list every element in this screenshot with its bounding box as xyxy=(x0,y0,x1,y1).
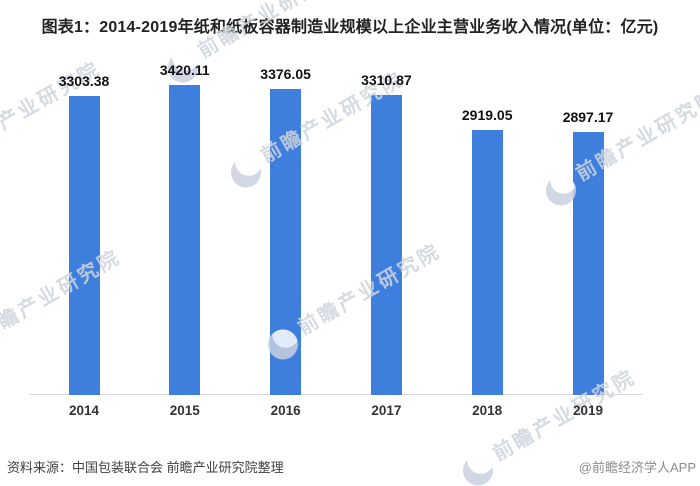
watermark-subtext: · · · · · · · · · · · · · · xyxy=(205,11,299,69)
bar-2014 xyxy=(68,96,100,395)
bar-value-label: 3303.38 xyxy=(58,73,110,89)
x-axis-line xyxy=(30,394,642,395)
x-axis-label: 2014 xyxy=(68,403,100,418)
bar-value-label: 2919.05 xyxy=(461,107,513,123)
x-axis-label: 2018 xyxy=(472,403,503,418)
x-axis-label: 2015 xyxy=(169,403,200,418)
source-text: 资料来源：中国包装联合会 前瞻产业研究院整理 xyxy=(7,460,284,475)
bar-2018 xyxy=(471,130,503,395)
chart-title: 图表1：2014-2019年纸和纸板容器制造业规模以上企业主营业务收入情况(单位… xyxy=(41,19,659,36)
watermark: 前瞻产业研究院· · · · · · · · · · · · · · xyxy=(0,246,129,371)
bar-2019 xyxy=(572,132,604,395)
x-axis-label: 2016 xyxy=(270,403,301,418)
bar-2016 xyxy=(270,89,302,395)
credit-text: @前瞻经济学人APP xyxy=(578,460,696,475)
watermark-subtext: · · · · · · · · · · · · · · xyxy=(0,294,79,351)
x-axis-label: 2019 xyxy=(572,403,604,418)
bar-value-label: 2897.17 xyxy=(562,109,614,125)
bar-2015 xyxy=(169,85,201,395)
qianzhan-logo-icon xyxy=(457,450,499,486)
x-axis-label: 2017 xyxy=(371,403,402,418)
qianzhan-logo-icon xyxy=(225,152,267,193)
watermark-text: 前瞻产业研究院 xyxy=(194,0,346,63)
bar-value-label: 3310.87 xyxy=(361,72,412,88)
bar-value-label: 3376.05 xyxy=(260,66,311,82)
watermark: 前瞻产业研究院· · · · · · · · · · · · · · xyxy=(540,86,700,211)
watermark-text: 前瞻产业研究院 xyxy=(0,246,126,346)
bar-value-label: 3420.11 xyxy=(159,62,210,78)
bar-2017 xyxy=(370,95,402,395)
